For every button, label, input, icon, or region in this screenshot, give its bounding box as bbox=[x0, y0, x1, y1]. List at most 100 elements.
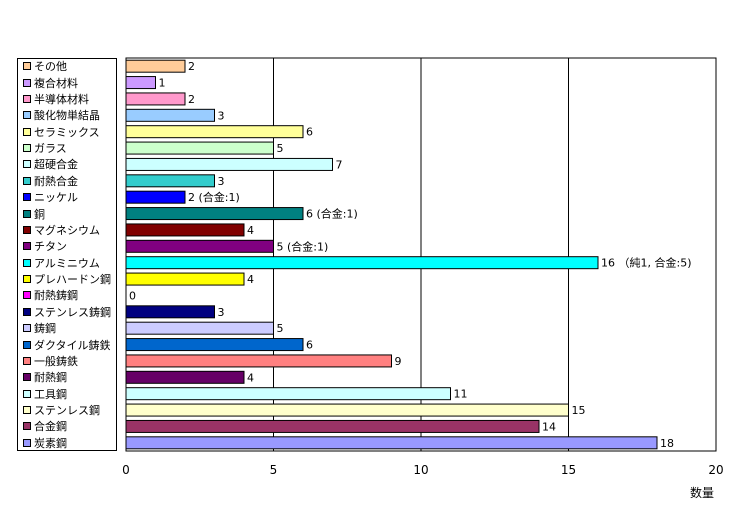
legend-item: その他 bbox=[18, 58, 67, 74]
legend-label: ガラス bbox=[34, 142, 67, 156]
x-tick-label: 0 bbox=[122, 463, 130, 477]
gridlines bbox=[273, 58, 569, 451]
bar bbox=[125, 387, 451, 401]
legend-label: 鋳鋼 bbox=[34, 322, 56, 336]
legend-item: 酸化物単結晶 bbox=[18, 107, 100, 123]
data-label: 4 bbox=[247, 371, 254, 384]
legend-item: 半導体材料 bbox=[18, 91, 89, 107]
legend-label: 複合材料 bbox=[34, 76, 78, 90]
legend-item: ステンレス鋳鋼 bbox=[18, 304, 111, 320]
legend-label: 超硬合金 bbox=[34, 158, 78, 172]
bar bbox=[125, 59, 186, 73]
legend-label: 一般鋳鉄 bbox=[34, 354, 78, 368]
data-label: 6 (合金:1) bbox=[306, 207, 358, 221]
legend-swatch bbox=[23, 160, 31, 169]
legend-swatch bbox=[23, 242, 31, 251]
legend-item: セラミックス bbox=[18, 124, 100, 140]
legend-item: 超硬合金 bbox=[18, 156, 78, 172]
legend-label: 銅 bbox=[34, 207, 45, 221]
legend-swatch bbox=[23, 356, 31, 365]
legend-item: チタン bbox=[18, 238, 67, 254]
data-label: 1 bbox=[159, 77, 166, 90]
bar bbox=[125, 321, 274, 335]
legend-swatch bbox=[23, 324, 31, 333]
legend-item: 複合材料 bbox=[18, 75, 78, 91]
legend-item: 一般鋳鉄 bbox=[18, 353, 78, 369]
legend-swatch bbox=[23, 258, 31, 267]
legend-item: ガラス bbox=[18, 140, 67, 156]
legend-label: 耐熱鋼 bbox=[34, 371, 67, 385]
data-label: 18 bbox=[660, 437, 674, 450]
data-label: 11 bbox=[454, 388, 468, 401]
legend-item: プレハードン鋼 bbox=[18, 271, 111, 287]
bar bbox=[125, 207, 304, 221]
legend-swatch bbox=[23, 406, 31, 415]
x-tick-label: 20 bbox=[708, 463, 723, 477]
legend-label: アルミニウム bbox=[34, 256, 100, 270]
x-axis-label: 数量 bbox=[690, 486, 715, 500]
legend-swatch bbox=[23, 340, 31, 349]
legend-swatch bbox=[23, 144, 31, 153]
x-tick-label: 10 bbox=[413, 463, 428, 477]
data-label: 9 bbox=[395, 355, 402, 368]
legend-swatch bbox=[23, 275, 31, 284]
legend-swatch bbox=[23, 209, 31, 218]
bars bbox=[125, 59, 658, 450]
data-labels: 2 1 2 3 6 5 7 3 2 (合金:1) 6 (合金:1) 4 5 (合金:1) 16 （純1,… bbox=[129, 60, 691, 450]
data-label: 2 bbox=[188, 60, 195, 73]
data-label: 6 bbox=[306, 126, 313, 139]
bar bbox=[125, 174, 215, 188]
legend-swatch bbox=[23, 111, 31, 120]
legend-label: チタン bbox=[34, 240, 67, 254]
bar bbox=[125, 76, 156, 90]
data-label: 3 bbox=[218, 109, 225, 122]
bar bbox=[125, 305, 215, 319]
legend-swatch bbox=[23, 438, 31, 447]
data-label: 0 bbox=[129, 289, 136, 302]
legend-item: 工具鋼 bbox=[18, 386, 67, 402]
legend-item: 炭素鋼 bbox=[18, 435, 67, 451]
bar bbox=[125, 125, 304, 139]
legend-item: アルミニウム bbox=[18, 255, 100, 271]
data-label: 4 bbox=[247, 273, 254, 286]
legend-label: マグネシウム bbox=[34, 223, 100, 237]
legend-label: 耐熱合金 bbox=[34, 174, 78, 188]
data-label: 5 bbox=[277, 142, 284, 155]
bar bbox=[125, 338, 304, 352]
data-label: 5 bbox=[277, 322, 284, 335]
bar bbox=[125, 272, 245, 286]
legend-label: ステンレス鋼 bbox=[34, 404, 100, 418]
legend-item: ダクタイル鋳鉄 bbox=[18, 337, 111, 353]
legend-label: 酸化物単結晶 bbox=[34, 109, 100, 123]
bar bbox=[125, 157, 333, 171]
legend-swatch bbox=[23, 389, 31, 398]
legend-label: 合金鋼 bbox=[34, 420, 67, 434]
legend-label: 半導体材料 bbox=[34, 92, 89, 106]
legend-label: ニッケル bbox=[34, 191, 78, 205]
legend-swatch bbox=[23, 225, 31, 234]
legend-swatch bbox=[23, 193, 31, 202]
data-label: 16 （純1, 合金:5) bbox=[601, 256, 691, 270]
legend-swatch bbox=[23, 291, 31, 300]
data-label: 15 bbox=[572, 404, 586, 417]
legend-item: 銅 bbox=[18, 206, 45, 222]
bar bbox=[125, 141, 274, 155]
legend-label: ステンレス鋳鋼 bbox=[34, 305, 111, 319]
bar bbox=[125, 239, 274, 253]
legend-label: 炭素鋼 bbox=[34, 436, 67, 450]
bar bbox=[125, 108, 215, 122]
legend-swatch bbox=[23, 78, 31, 87]
legend-swatch bbox=[23, 62, 31, 71]
legend-swatch bbox=[23, 94, 31, 103]
legend-label: 耐熱鋳鋼 bbox=[34, 289, 78, 303]
x-tick-labels: 0 5 10 15 20 bbox=[122, 463, 723, 477]
data-label: 6 bbox=[306, 339, 313, 352]
legend-label: ダクタイル鋳鉄 bbox=[34, 338, 111, 352]
legend-item: 耐熱鋳鋼 bbox=[18, 287, 78, 303]
legend-label: セラミックス bbox=[34, 125, 100, 139]
data-label: 2 bbox=[188, 93, 195, 106]
bar bbox=[125, 92, 186, 106]
legend-swatch bbox=[23, 307, 31, 316]
legend-item: ステンレス鋼 bbox=[18, 402, 100, 418]
